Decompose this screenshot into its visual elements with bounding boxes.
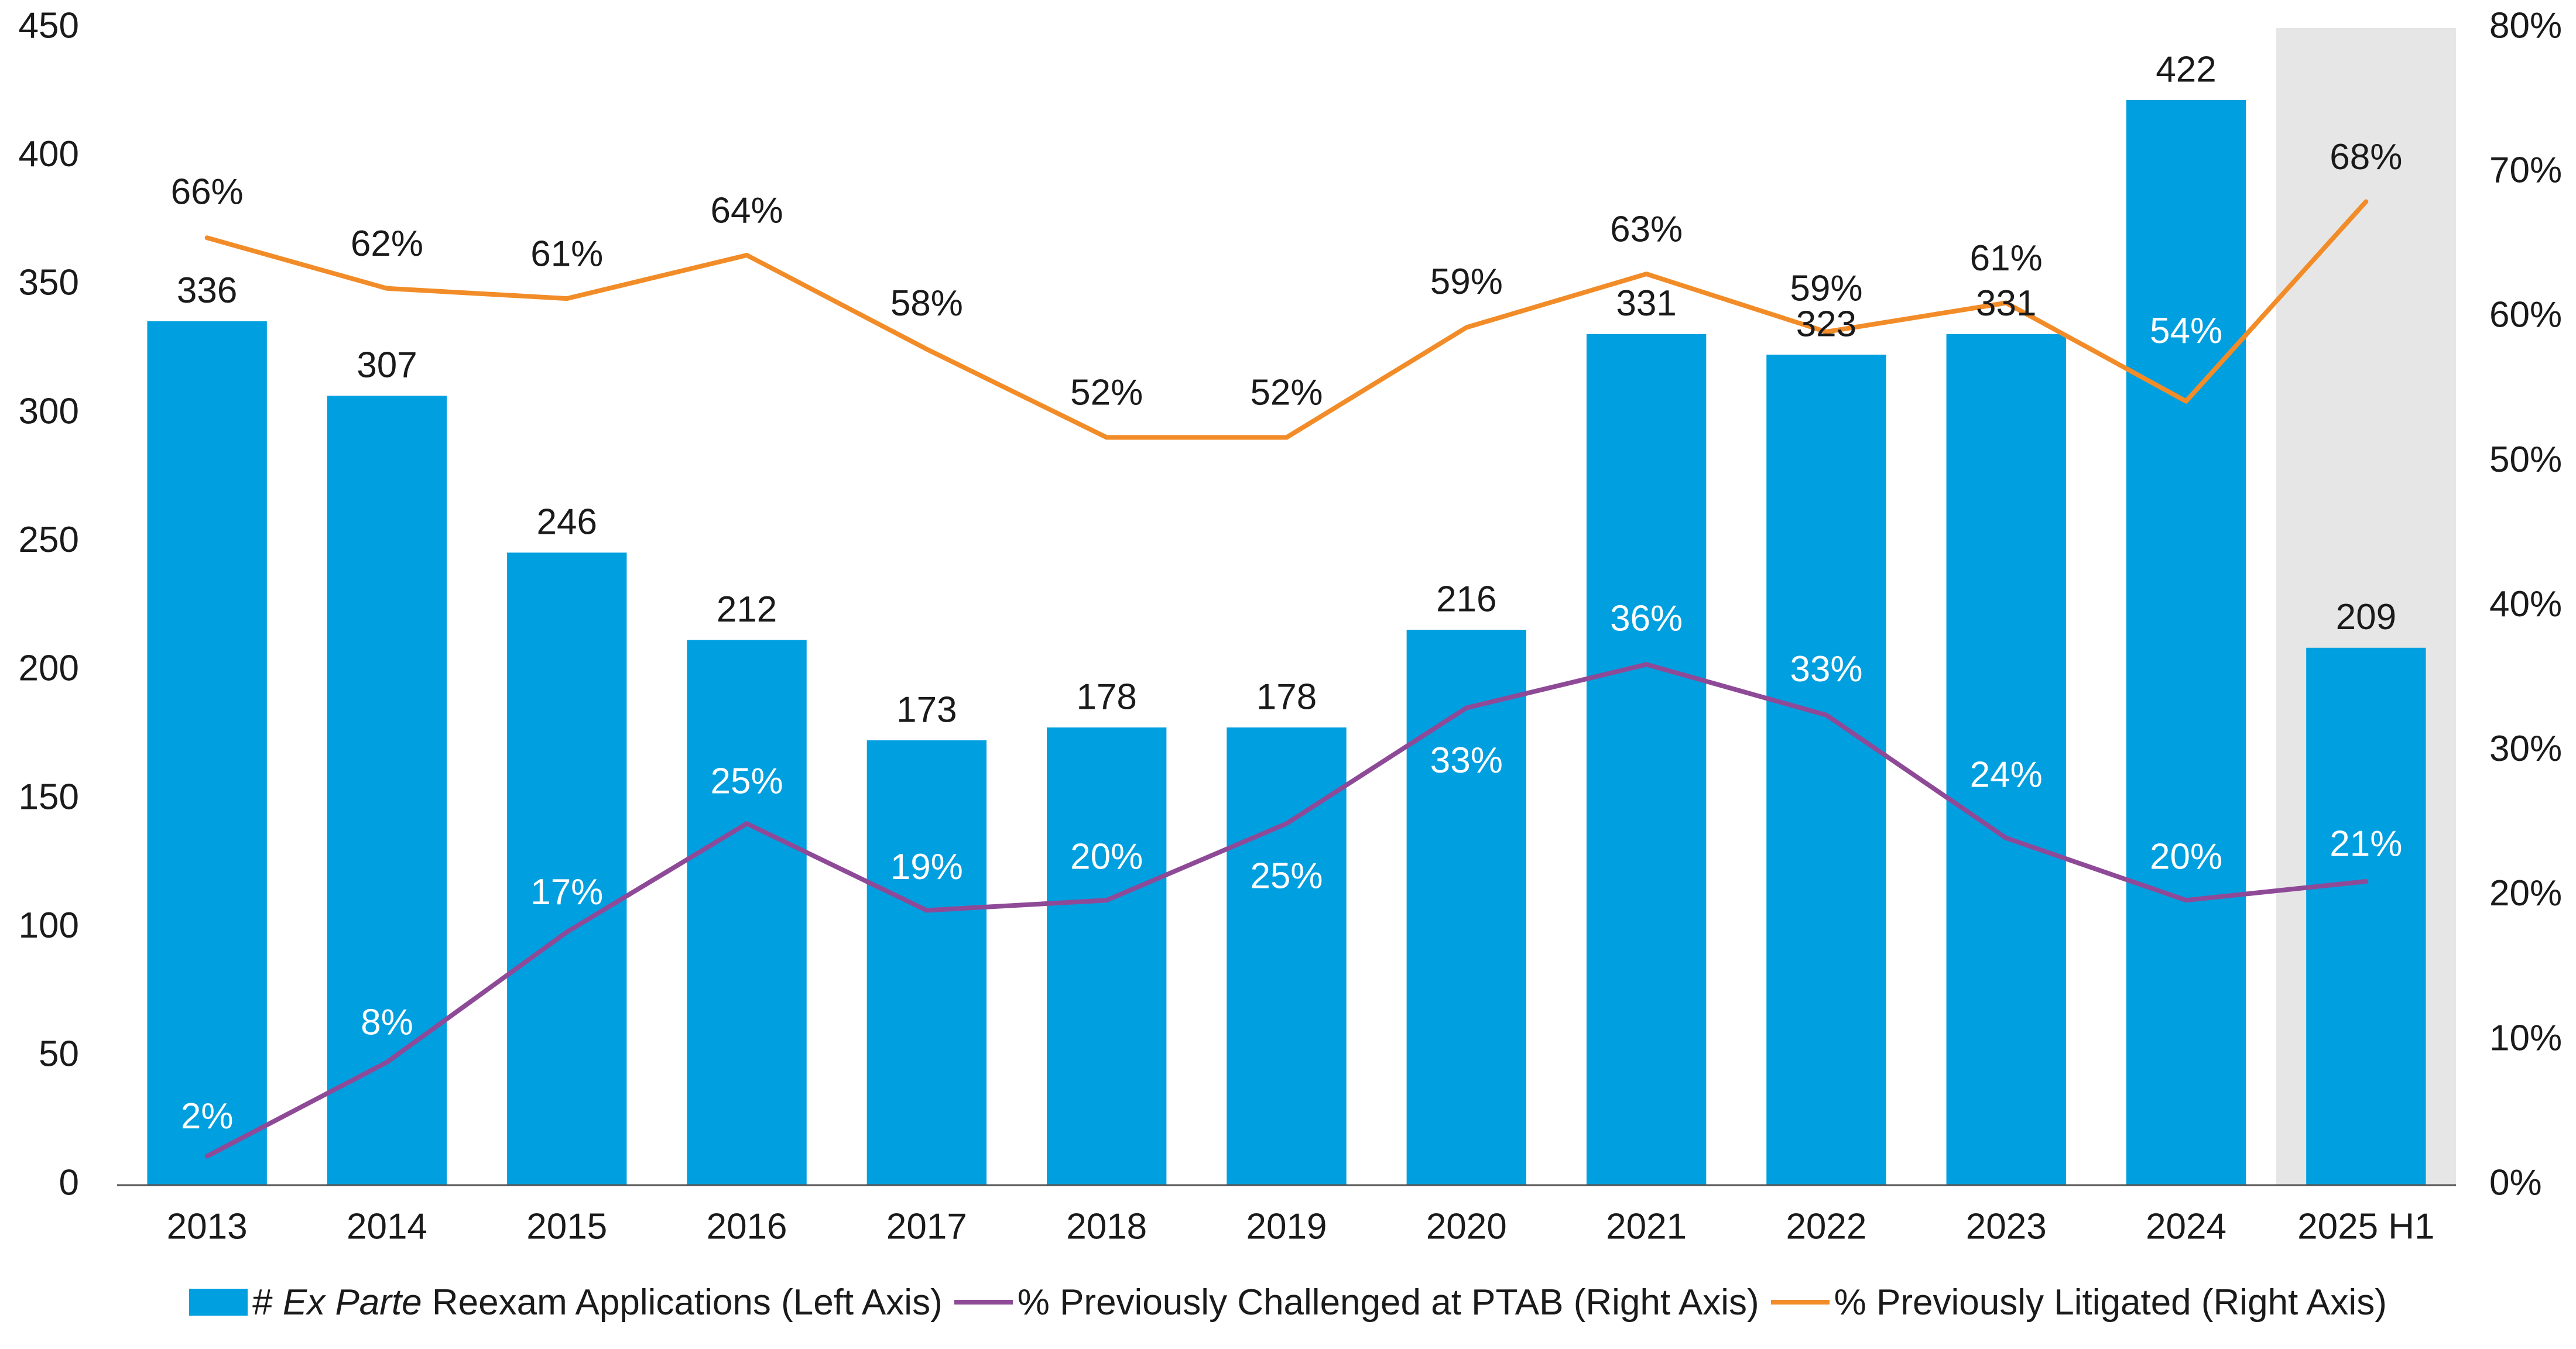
ptab-value-label: 33% <box>1430 740 1503 781</box>
bar-2020 <box>1407 630 1526 1185</box>
x-axis-tick: 2023 <box>1966 1206 2047 1247</box>
litigated-value-label: 61% <box>530 234 603 274</box>
x-axis-tick: 2017 <box>886 1206 967 1247</box>
bar-value-label: 212 <box>717 589 777 630</box>
right-axis-tick: 80% <box>2489 5 2562 46</box>
ptab-value-label: 20% <box>1070 837 1143 877</box>
ptab-value-label: 25% <box>1250 856 1323 897</box>
right-axis-tick: 10% <box>2489 1018 2562 1058</box>
bar-value-label: 307 <box>357 345 417 386</box>
legend: # Ex Parte Reexam Applications (Left Axi… <box>0 1270 2576 1334</box>
bar-2018 <box>1047 727 1166 1185</box>
bar-value-label: 422 <box>2156 49 2216 90</box>
bar-2013 <box>147 321 266 1185</box>
right-axis-tick: 30% <box>2489 729 2562 769</box>
left-axis-tick: 450 <box>19 5 79 46</box>
bar-2021 <box>1587 334 1706 1185</box>
right-axis-tick: 40% <box>2489 584 2562 624</box>
ptab-value-label: 20% <box>2150 837 2222 877</box>
legend-label-reexam-applications: # Ex Parte Reexam Applications (Left Axi… <box>252 1282 943 1323</box>
left-axis-tick: 50 <box>39 1034 79 1075</box>
litigated-value-label: 52% <box>1070 373 1143 413</box>
right-axis-tick: 70% <box>2489 150 2562 191</box>
legend-item-ptab: % Previously Challenged at PTAB (Right A… <box>954 1282 1759 1323</box>
ptab-value-label: 17% <box>530 872 603 912</box>
bar-value-label: 209 <box>2336 597 2396 637</box>
right-axis-tick: 0% <box>2489 1162 2542 1203</box>
left-axis-tick: 200 <box>19 648 79 689</box>
bar-2014 <box>327 396 447 1185</box>
ptab-value-label: 24% <box>1970 754 2043 795</box>
chart: 0 50 100 150 200 250 300 350 400 450 0% 10% 20% 30% 40… <box>0 0 2576 1270</box>
x-axis-tick: 2016 <box>707 1206 787 1247</box>
litigated-value-label: 62% <box>351 224 423 264</box>
ptab-value-label: 2% <box>181 1096 234 1137</box>
left-axis-tick: 350 <box>19 263 79 303</box>
litigated-value-label: 59% <box>1430 262 1503 302</box>
bar-2017 <box>867 740 986 1185</box>
bar-value-label: 331 <box>1976 283 2036 324</box>
ptab-value-label: 19% <box>890 847 963 887</box>
ptab-value-label: 21% <box>2330 823 2402 864</box>
x-axis-tick: 2020 <box>1426 1206 1507 1247</box>
bar-value-label: 246 <box>537 502 597 543</box>
x-axis-tick: 2013 <box>167 1206 248 1247</box>
x-axis-tick: 2014 <box>347 1206 427 1247</box>
bar-value-label: 178 <box>1076 677 1136 717</box>
litigated-value-label: 63% <box>1610 209 1683 249</box>
legend-item-reexam-applications: # Ex Parte Reexam Applications (Left Axi… <box>189 1282 943 1323</box>
right-axis-tick: 20% <box>2489 873 2562 914</box>
x-axis-tick: 2015 <box>526 1206 607 1247</box>
bar-2025-h1 <box>2306 648 2426 1185</box>
x-axis-tick: 2025 H1 <box>2297 1206 2434 1247</box>
x-axis-tick: 2024 <box>2146 1206 2226 1247</box>
bar-value-label: 336 <box>177 270 237 311</box>
x-axis-tick: 2018 <box>1066 1206 1147 1247</box>
bar-2016 <box>687 640 806 1185</box>
right-axis-tick: 50% <box>2489 440 2562 480</box>
litigated-value-label: 66% <box>171 172 244 212</box>
bar-value-label: 331 <box>1616 283 1676 324</box>
litigated-value-label: 64% <box>711 190 783 231</box>
legend-swatch-ptab-line <box>954 1300 1013 1305</box>
left-axis-tick: 400 <box>19 134 79 174</box>
legend-label-ptab: % Previously Challenged at PTAB (Right A… <box>1018 1282 1759 1323</box>
left-axis-tick: 300 <box>19 391 79 431</box>
x-axis-tick: 2021 <box>1606 1206 1687 1247</box>
litigated-value-label: 52% <box>1250 373 1323 413</box>
litigated-value-label: 68% <box>2330 137 2402 177</box>
ptab-value-label: 25% <box>711 761 783 802</box>
left-axis-tick: 250 <box>19 520 79 560</box>
legend-item-litigated: % Previously Litigated (Right Axis) <box>1771 1282 2387 1323</box>
litigated-value-label: 59% <box>1790 268 1862 308</box>
bar-value-label: 178 <box>1256 677 1317 717</box>
bar-2024 <box>2126 100 2246 1185</box>
left-axis-tick: 0 <box>59 1162 79 1203</box>
bar-2022 <box>1766 355 1886 1185</box>
left-axis-tick: 100 <box>19 905 79 946</box>
bar-2015 <box>507 552 626 1185</box>
legend-swatch-bar <box>189 1289 248 1316</box>
x-axis-tick: 2019 <box>1246 1206 1327 1247</box>
ptab-value-label: 33% <box>1790 649 1862 689</box>
legend-label-litigated: % Previously Litigated (Right Axis) <box>1834 1282 2387 1323</box>
left-axis-tick: 150 <box>19 777 79 817</box>
litigated-value-label: 58% <box>890 283 963 324</box>
litigated-value-label: 54% <box>2150 311 2222 351</box>
bar-value-label: 173 <box>896 689 957 730</box>
bar-value-label: 323 <box>1796 304 1856 344</box>
ptab-value-label: 8% <box>361 1002 413 1042</box>
legend-swatch-litigated-line <box>1771 1300 1830 1305</box>
right-axis-tick: 60% <box>2489 295 2562 335</box>
x-axis-tick: 2022 <box>1786 1206 1866 1247</box>
litigated-value-label: 61% <box>1970 238 2043 279</box>
ptab-value-label: 36% <box>1610 599 1683 639</box>
bar-value-label: 216 <box>1436 579 1496 619</box>
